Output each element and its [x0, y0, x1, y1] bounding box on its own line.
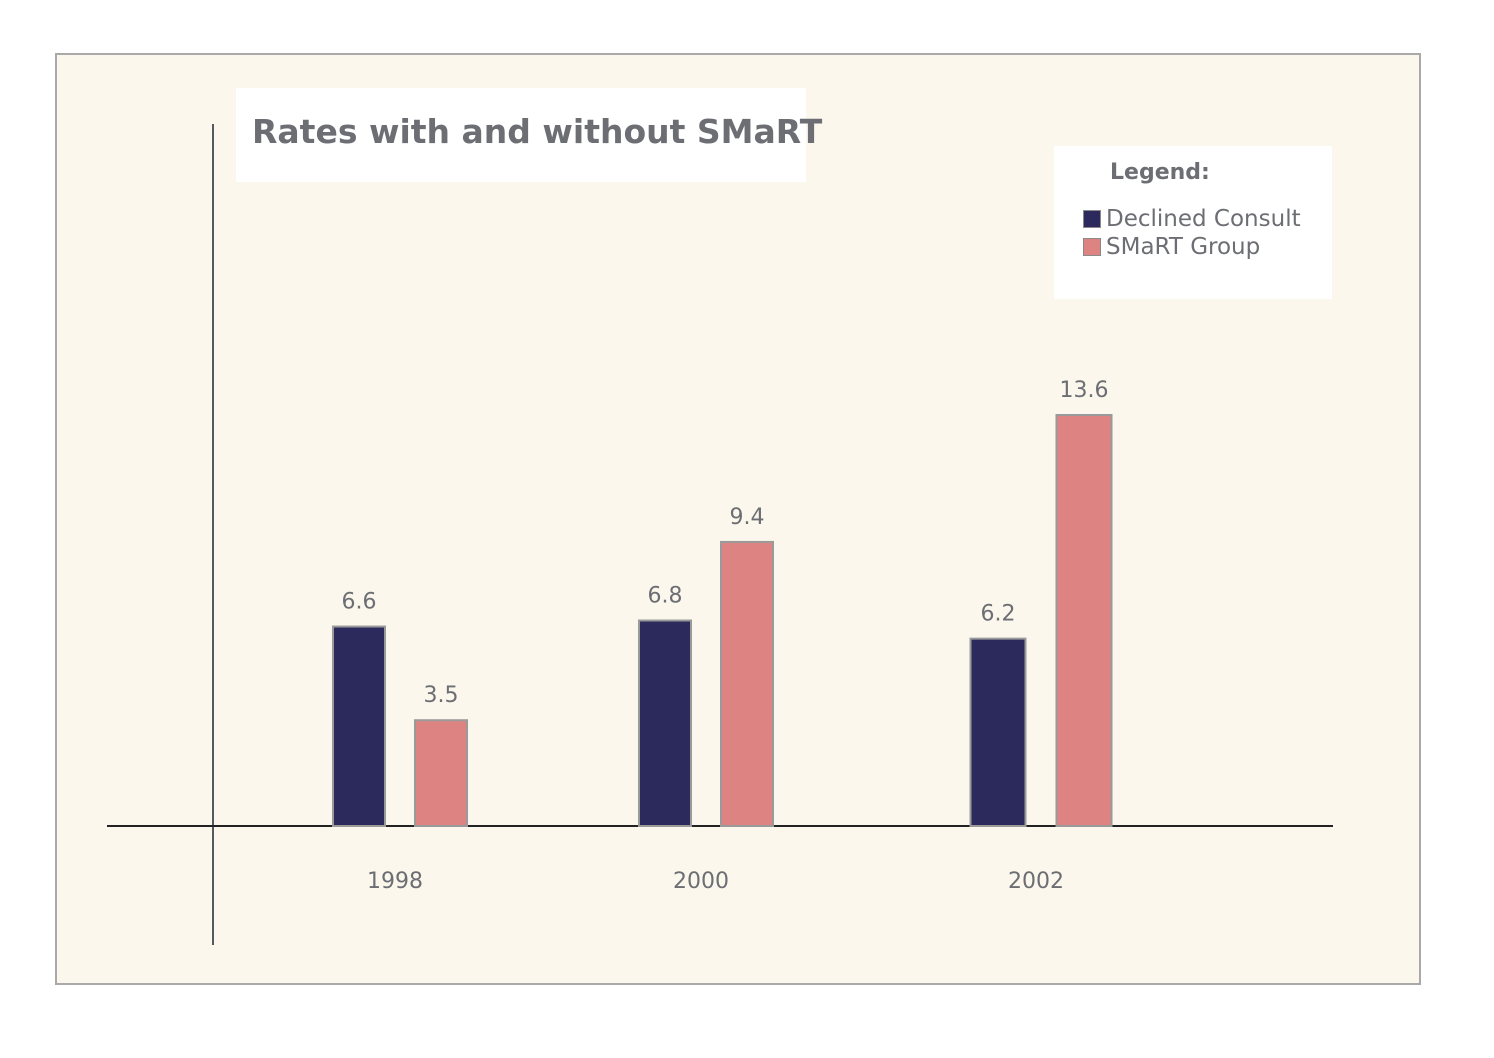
legend-label-declined-consult: Declined Consult: [1106, 206, 1301, 232]
data-label-declined-consult-2002: 6.2: [981, 602, 1016, 627]
legend-swatch-declined-consult: [1083, 210, 1101, 228]
bar-smart-group-2002: [1055, 414, 1113, 827]
x-tick-label-2002: 2002: [1008, 869, 1064, 894]
bar-declined-consult-2000: [638, 619, 692, 827]
data-label-declined-consult-1998: 6.6: [342, 590, 377, 615]
legend-label-smart-group: SMaRT Group: [1106, 234, 1261, 260]
legend-item-smart-group: SMaRT Group: [1083, 234, 1261, 260]
legend-swatch-smart-group: [1083, 238, 1101, 256]
chart-title: Rates with and without SMaRT: [252, 112, 823, 151]
legend-title: Legend:: [1110, 160, 1210, 185]
x-tick-label-2000: 2000: [673, 869, 729, 894]
legend-item-declined-consult: Declined Consult: [1083, 206, 1301, 232]
data-label-smart-group-2000: 9.4: [730, 505, 765, 530]
data-label-smart-group-1998: 3.5: [424, 683, 459, 708]
data-label-smart-group-2002: 13.6: [1060, 378, 1109, 403]
bar-declined-consult-2002: [969, 637, 1027, 827]
x-tick-label-1998: 1998: [367, 869, 423, 894]
bar-smart-group-1998: [414, 719, 468, 828]
bar-smart-group-2000: [720, 540, 774, 827]
bar-declined-consult-1998: [332, 625, 386, 828]
title-box: [236, 88, 806, 182]
data-label-declined-consult-2000: 6.8: [648, 584, 683, 609]
